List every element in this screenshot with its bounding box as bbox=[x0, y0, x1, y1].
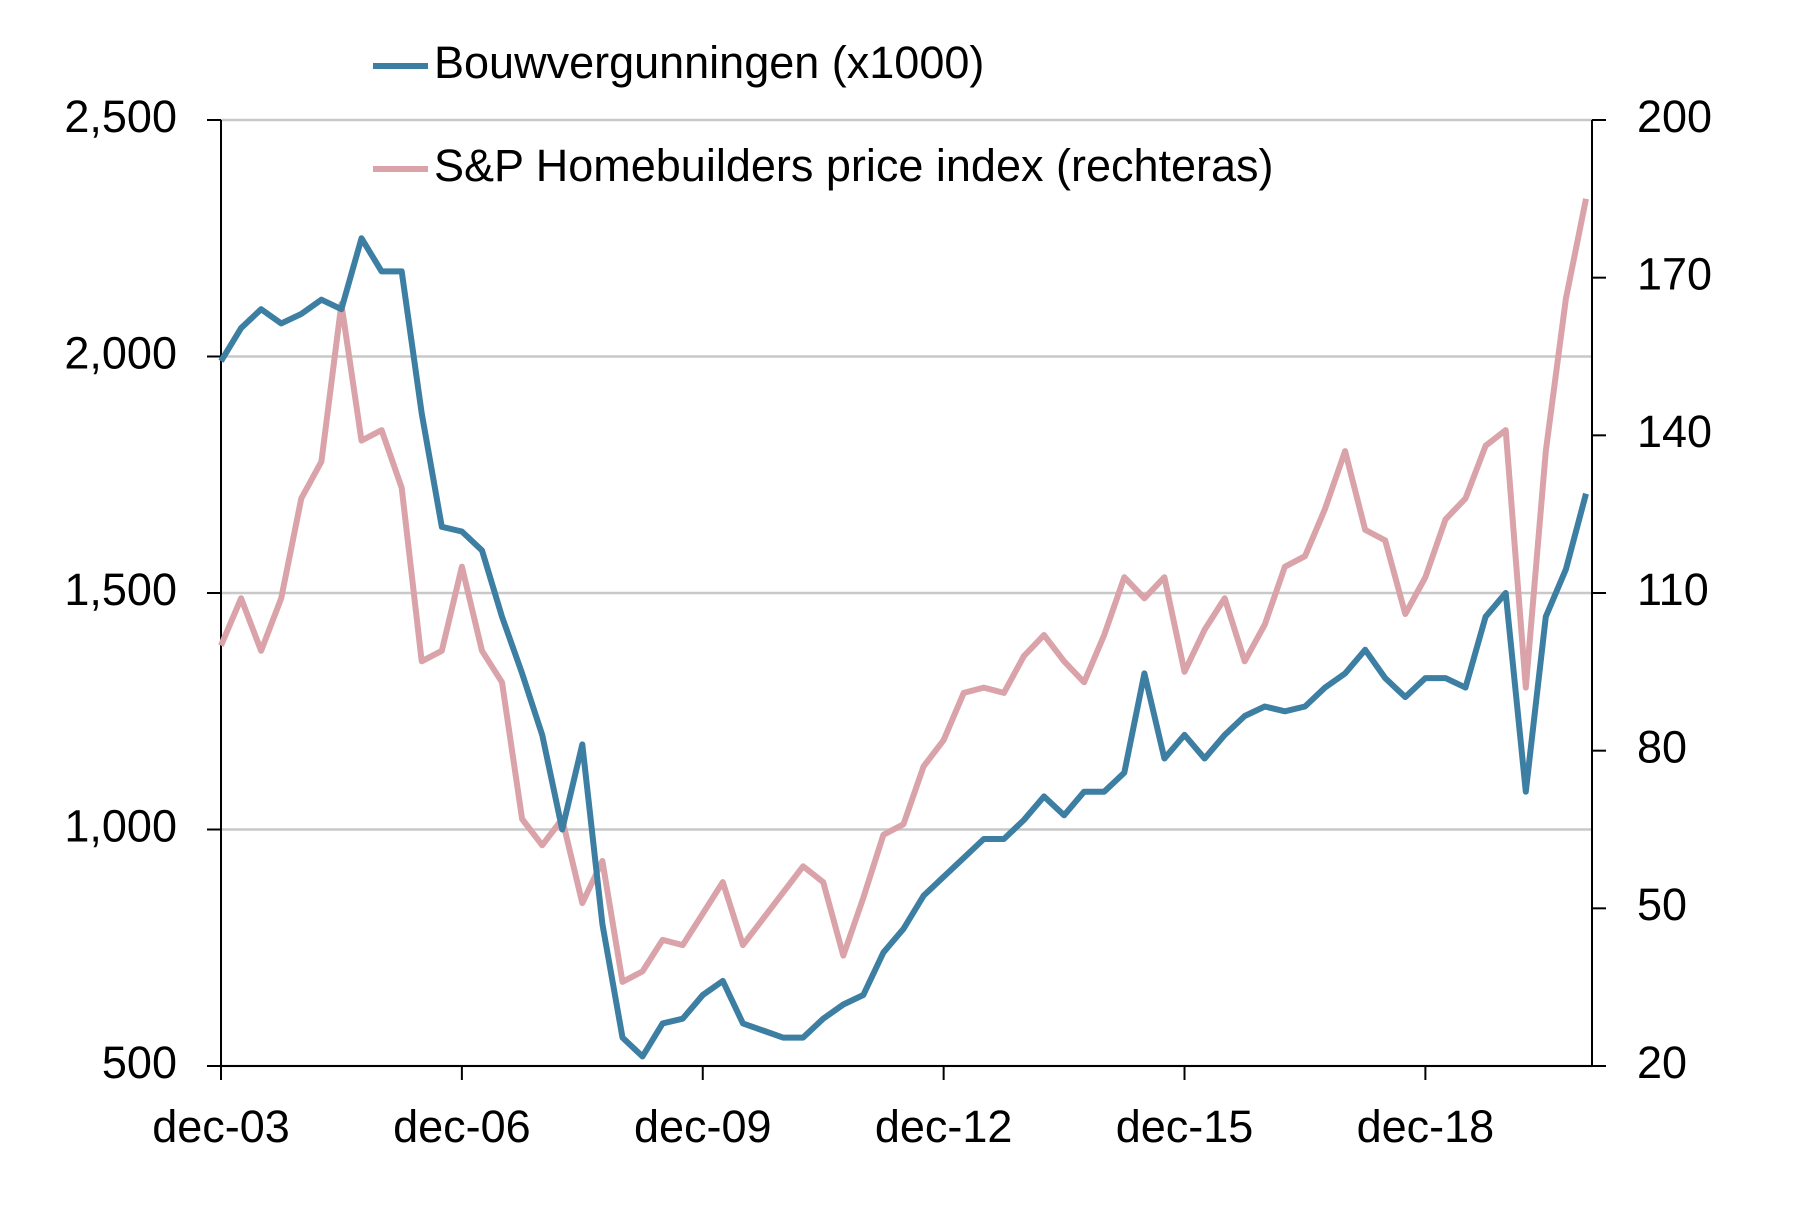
y2-tick-label: 50 bbox=[1637, 879, 1687, 930]
x-tick-label: dec-09 bbox=[634, 1101, 772, 1152]
x-tick-label: dec-06 bbox=[393, 1101, 531, 1152]
x-tick-label: dec-15 bbox=[1116, 1101, 1254, 1152]
legend-label: S&P Homebuilders price index (rechteras) bbox=[434, 140, 1274, 191]
y-tick-label: 2,000 bbox=[64, 327, 177, 378]
y-tick-label: 2,500 bbox=[64, 91, 177, 142]
y2-tick-label: 20 bbox=[1637, 1037, 1687, 1088]
y-tick-label: 1,500 bbox=[64, 564, 177, 615]
line-series bbox=[218, 235, 1589, 1060]
y2-tick-label: 200 bbox=[1637, 91, 1712, 142]
y2-tick-label: 110 bbox=[1637, 564, 1709, 615]
y-tick-label: 500 bbox=[102, 1037, 177, 1088]
y2-tick-label: 80 bbox=[1637, 722, 1687, 773]
y2-tick-label: 140 bbox=[1637, 406, 1712, 457]
y-tick-label: 1,000 bbox=[64, 800, 177, 851]
line-series bbox=[218, 198, 1589, 985]
y2-tick-label: 170 bbox=[1637, 249, 1712, 300]
x-tick-label: dec-03 bbox=[152, 1101, 290, 1152]
x-tick-label: dec-18 bbox=[1357, 1101, 1495, 1152]
x-tick-label: dec-12 bbox=[875, 1101, 1013, 1152]
legend-label: Bouwvergunningen (x1000) bbox=[434, 37, 984, 88]
